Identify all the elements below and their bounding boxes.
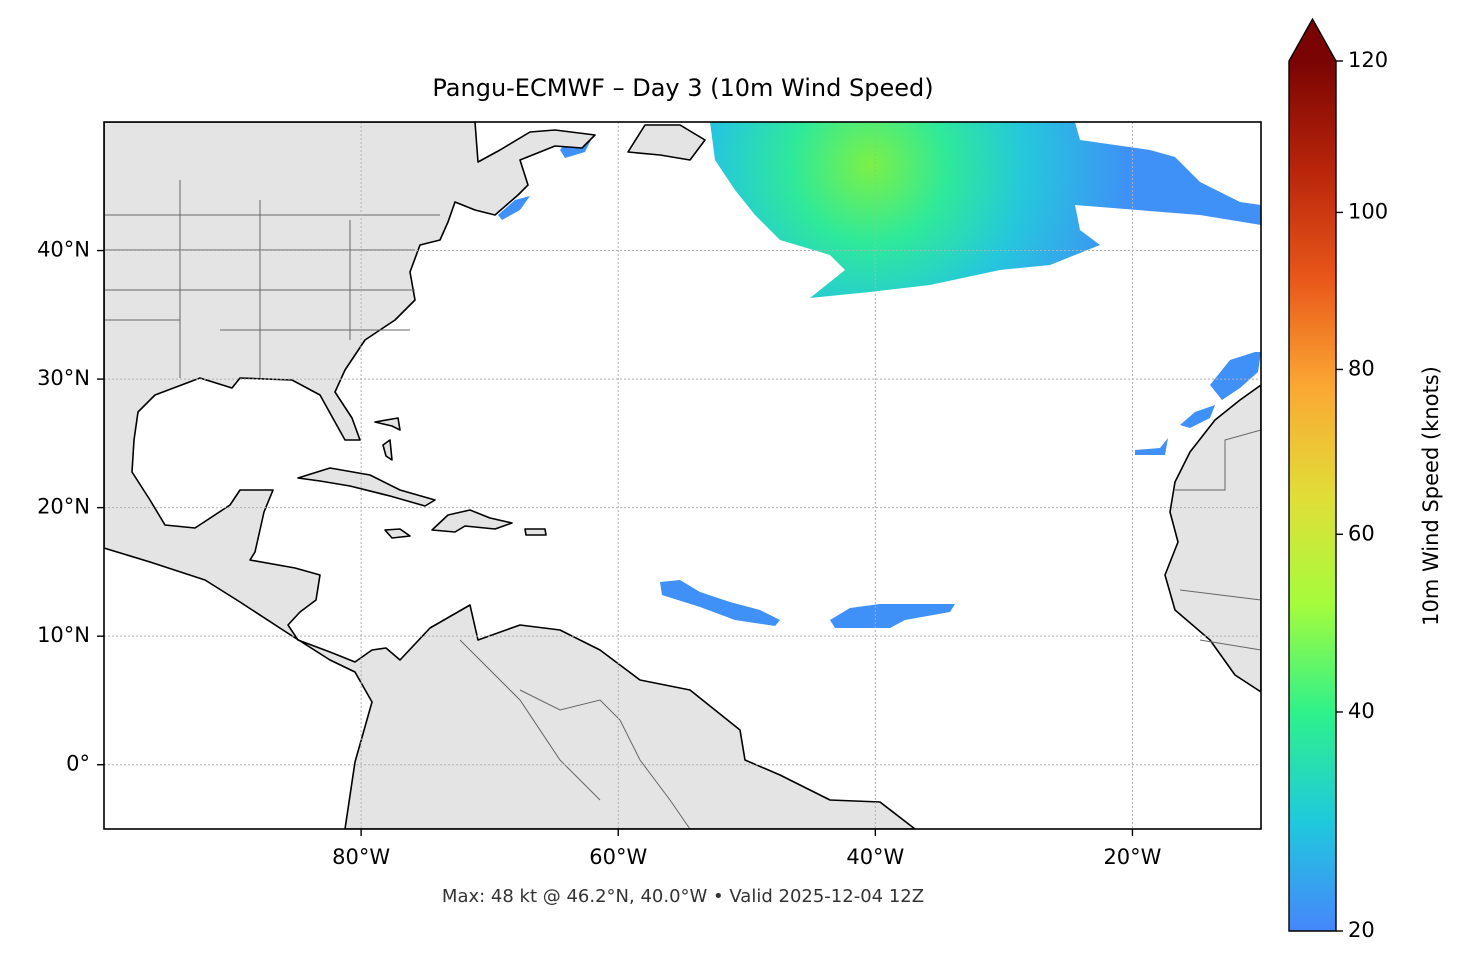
- wind-field: [660, 580, 780, 626]
- border: [459, 429, 1261, 829]
- colorbar-tick-label: 40: [1348, 699, 1375, 723]
- colorbar-tick-label: 100: [1348, 199, 1388, 223]
- x-tick-label: 60°W: [589, 845, 647, 869]
- colorbar-extend: [1289, 19, 1336, 61]
- wind-field: [1135, 438, 1168, 455]
- land: [1164, 384, 1261, 693]
- colorbar: [1289, 61, 1336, 931]
- y-tick-label: 20°N: [37, 495, 90, 519]
- wind-field: [830, 604, 955, 628]
- land: [384, 528, 411, 539]
- map-frame: [103, 121, 1262, 830]
- wind-field: [1210, 352, 1261, 400]
- colorbar-tick-label: 60: [1348, 521, 1375, 545]
- colorbar-tick-label: 20: [1348, 918, 1375, 942]
- border: [104, 180, 440, 378]
- land: [431, 509, 513, 533]
- y-tick-label: 30°N: [37, 366, 90, 390]
- wind-field: [498, 196, 530, 220]
- wind-field: [1180, 405, 1215, 428]
- land: [382, 439, 393, 461]
- y-tick-label: 0°: [66, 752, 90, 776]
- colorbar-tick-label: 80: [1348, 356, 1375, 380]
- footer-note: Max: 48 kt @ 46.2°N, 40.0°W • Valid 2025…: [442, 886, 924, 907]
- colorbar-outline: [1288, 17, 1337, 932]
- x-tick-label: 20°W: [1103, 845, 1161, 869]
- land: [374, 417, 401, 431]
- y-tick-label: 40°N: [37, 238, 90, 262]
- chart-title: Pangu-ECMWF – Day 3 (10m Wind Speed): [432, 74, 933, 102]
- map-area: [104, 122, 1261, 829]
- y-tick-label: 10°N: [37, 623, 90, 647]
- land: [297, 467, 436, 507]
- land: [627, 124, 706, 161]
- wind-field: [710, 122, 1261, 298]
- x-tick-label: 80°W: [332, 845, 390, 869]
- colorbar-label: 10m Wind Speed (knots): [1419, 366, 1443, 626]
- land: [104, 122, 916, 829]
- colorbar-tick-label: 120: [1348, 48, 1388, 72]
- x-tick-label: 40°W: [846, 845, 904, 869]
- land: [524, 528, 547, 536]
